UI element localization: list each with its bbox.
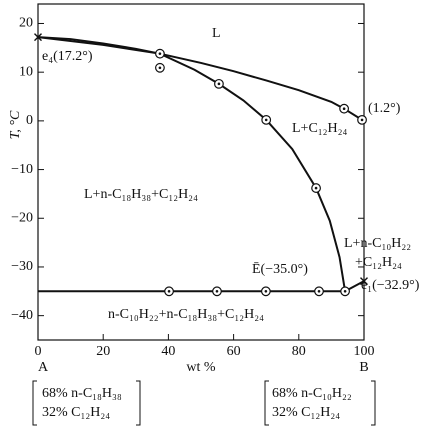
annotation: e₁(−32.9°) bbox=[361, 278, 420, 293]
annotation: (1.2°) bbox=[368, 101, 401, 116]
data-point bbox=[314, 286, 324, 297]
data-point bbox=[212, 286, 222, 297]
y-tick-label: 10 bbox=[19, 64, 33, 79]
point-dot bbox=[342, 107, 346, 110]
annotation: L+n-C₁₈H₃₈+C₁₂H₂₄ bbox=[84, 187, 198, 202]
data-point bbox=[357, 114, 367, 125]
data-point bbox=[340, 286, 350, 297]
x-tick-label: 20 bbox=[96, 344, 110, 359]
point-dot bbox=[217, 82, 221, 86]
annotation: Ē(−35.0°) bbox=[252, 261, 308, 277]
curve bbox=[37, 36, 363, 121]
bracket bbox=[32, 380, 141, 426]
point-dot bbox=[314, 186, 318, 190]
x-tick-label: 100 bbox=[354, 344, 375, 359]
y-tick-label: 20 bbox=[19, 16, 33, 31]
x-tick-label: 80 bbox=[292, 344, 306, 359]
y-tick-label: −10 bbox=[11, 162, 33, 177]
y-axis-label: T, °C bbox=[8, 110, 23, 139]
x-tick-label: 60 bbox=[227, 344, 241, 359]
composition: 32% C₁₂H₂₄ bbox=[272, 405, 340, 420]
point-dot bbox=[343, 290, 347, 293]
y-tick-label: 0 bbox=[26, 113, 33, 128]
composition: 32% C₁₂H₂₄ bbox=[42, 405, 110, 420]
data-point bbox=[164, 286, 174, 297]
data-point bbox=[311, 183, 321, 193]
point-dot bbox=[317, 290, 321, 293]
cross-point bbox=[360, 277, 368, 286]
point-dot bbox=[167, 290, 171, 293]
composition: 68% n-C₁₈H₃₈ bbox=[42, 386, 122, 401]
point-dot bbox=[215, 290, 219, 293]
point-dot bbox=[158, 66, 162, 70]
point-dot bbox=[158, 52, 162, 55]
point-dot bbox=[264, 290, 268, 293]
bracket bbox=[264, 380, 376, 426]
y-tick-label: −20 bbox=[11, 210, 33, 225]
annotation: e₄(17.2°) bbox=[42, 49, 93, 64]
x-tick-label: 40 bbox=[161, 344, 175, 359]
data-point bbox=[261, 114, 272, 125]
y-tick-label: −40 bbox=[11, 308, 33, 323]
annotation: L bbox=[212, 26, 221, 41]
annotation: L+n-C₁₀H₂₂ bbox=[344, 236, 411, 251]
plot-frame bbox=[37, 3, 365, 341]
point-dot bbox=[264, 118, 268, 122]
annotation: +C₁₂H₂₄ bbox=[355, 255, 402, 270]
annotation: L+C₁₂H₂₄ bbox=[292, 121, 348, 136]
data-point bbox=[339, 103, 350, 114]
composition: 68% n-C₁₀H₂₂ bbox=[272, 386, 352, 401]
data-point bbox=[260, 286, 271, 297]
data-point bbox=[155, 48, 165, 59]
annotation: n-C₁₀H₂₂+n-C₁₈H₃₈+C₁₂H₂₄ bbox=[108, 307, 264, 322]
cross-point bbox=[34, 33, 42, 42]
end-label: B bbox=[359, 360, 368, 375]
y-tick-label: −30 bbox=[11, 259, 33, 274]
data-point bbox=[214, 78, 224, 89]
curve bbox=[37, 36, 347, 292]
end-label: A bbox=[38, 360, 49, 375]
x-axis-label: wt % bbox=[186, 360, 216, 375]
point-dot bbox=[360, 118, 364, 122]
data-point bbox=[155, 62, 165, 73]
x-tick-label: 0 bbox=[35, 344, 42, 359]
